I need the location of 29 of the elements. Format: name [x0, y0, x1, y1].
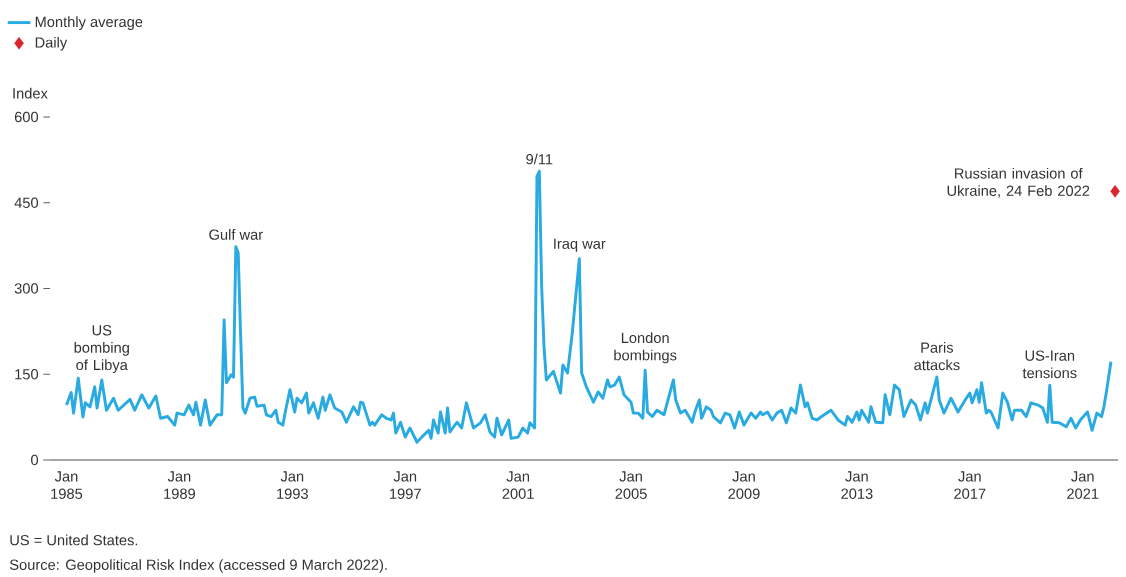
x-tick-label: Jan 2005 — [615, 471, 647, 499]
legend-label: Monthly average — [35, 16, 143, 30]
x-tick-label: Jan 2017 — [954, 471, 986, 499]
annotation: London bombings — [614, 332, 677, 364]
x-tick-label: Jan 1985 — [51, 471, 83, 499]
x-tick-label: Jan 2013 — [841, 471, 873, 499]
annotation: US bombing of Libya — [74, 325, 129, 374]
y-tick-label: 450 — [14, 197, 39, 208]
line-series — [65, 169, 1113, 444]
source-note: Source: Geopolitical Risk Index (accessed 9 March 2022). — [9, 559, 387, 573]
y-tick-label: 600 — [14, 111, 39, 123]
y-tick-label: 300 — [14, 283, 39, 294]
x-tick-label: Jan 2009 — [728, 471, 760, 499]
x-tick-label: Jan 2021 — [1067, 471, 1099, 499]
y-axis-title: Index — [13, 87, 48, 99]
annotation: US-Iran tensions — [1022, 350, 1077, 379]
x-tick-label: Jan 1993 — [277, 471, 308, 499]
annotation: Paris attacks — [914, 342, 960, 371]
x-tick-label: Jan 1997 — [390, 471, 421, 499]
annotation: 9/11 — [526, 153, 553, 165]
x-tick-label: Jan 2001 — [502, 471, 534, 499]
annotation: Iraq war — [554, 238, 606, 252]
y-tick-label: 150 — [15, 369, 39, 380]
annotation: Russian invasion of Ukraine, 24 Feb 2022 — [947, 167, 1090, 198]
x-tick-label: Jan 1989 — [164, 471, 196, 499]
legend-label: Daily — [35, 36, 68, 51]
y-tick-label: 0 — [31, 454, 39, 466]
annotation: Gulf war — [209, 229, 263, 240]
text: US = United States. — [10, 534, 138, 546]
